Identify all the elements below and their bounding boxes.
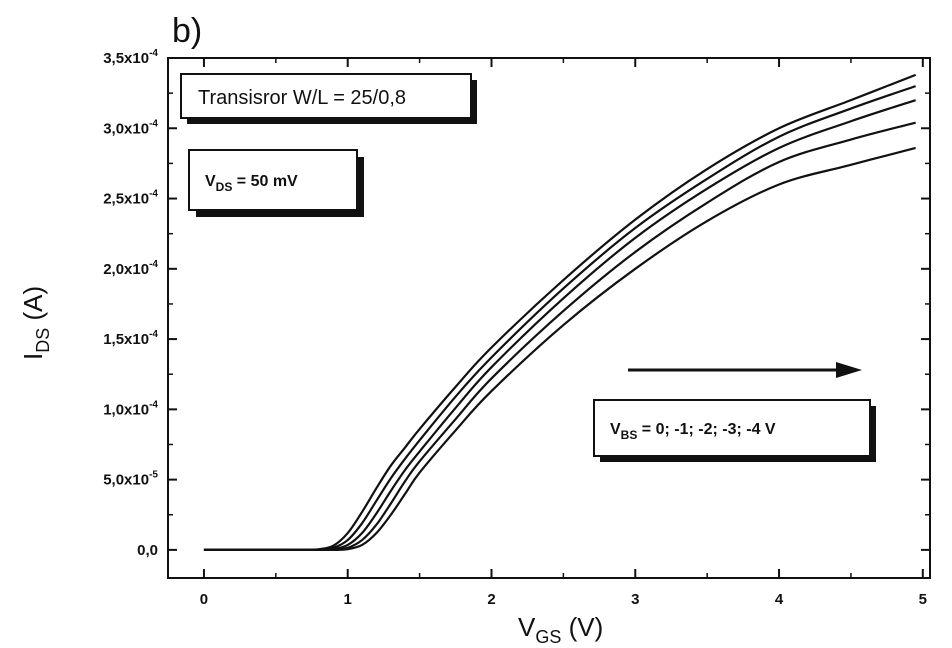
y-tick-label: 2,5x10-4 [103,189,158,208]
y-tick-label: 2,0x10-4 [103,259,158,278]
plot-frame [167,57,931,579]
annotation-vbs-sub: BS [621,428,638,442]
panel-label: b) [172,12,202,50]
y-tick-label: 3,5x10-4 [103,48,158,67]
y-tick-label: 0,0 [137,542,158,559]
y-tick-label: 1,5x10-4 [103,329,158,348]
arrow [628,362,862,378]
x-tick-label: 2 [487,591,495,608]
y-tick-label: 1,0x10-4 [103,399,158,418]
x-axis: 0 1 2 3 4 5 [200,58,927,608]
y-tick-label: 5,0x10-5 [103,470,158,489]
x-tick-label: 4 [775,591,784,608]
plot-border [167,57,931,579]
series-line-5 [203,146,916,552]
y-axis-title-rest: (A) [18,286,48,328]
y-axis: 0,0 5,0x10-5 1,0x10-4 1,5x10-4 2,0x10-4 2,5x1… [103,48,930,559]
annotation-box-vbs: VBS = 0; -1; -2; -3; -4 V [593,399,876,462]
y-axis-title-main: I [18,353,48,360]
annotation-transistor-text: Transisror W/L = 25/0,8 [198,87,406,109]
series-group [203,73,917,552]
annotation-vbs-main: V [610,421,621,438]
annotation-vds-main: V [205,173,216,190]
x-axis-title-rest: (V) [561,612,603,642]
y-tick-label: 3,0x10-4 [103,118,158,137]
annotation-vds-text: VDS = 50 mV [205,173,298,194]
annotation-vbs-text: VBS = 0; -1; -2; -3; -4 V [610,421,776,442]
y-axis-title-sub: DS [33,328,53,353]
series-line-1 [203,73,917,552]
annotation-box-vds: VDS = 50 mV [188,149,364,217]
x-tick-label: 1 [344,591,352,608]
x-axis-title-sub: GS [535,627,561,647]
annotation-vds-sub: DS [216,180,233,194]
x-tick-label: 3 [631,591,639,608]
x-axis-title-main: V [518,612,536,642]
annotation-box-transistor: Transisror W/L = 25/0,8 [180,73,477,124]
annotation-vbs-rest: = 0; -1; -2; -3; -4 V [637,421,776,438]
x-tick-label: 0 [200,591,208,608]
x-axis-title: VGS (V) [518,612,603,647]
x-tick-label: 5 [919,591,927,608]
y-axis-title: IDS (A) [18,286,53,360]
annotation-vds-rest: = 50 mV [232,173,298,190]
